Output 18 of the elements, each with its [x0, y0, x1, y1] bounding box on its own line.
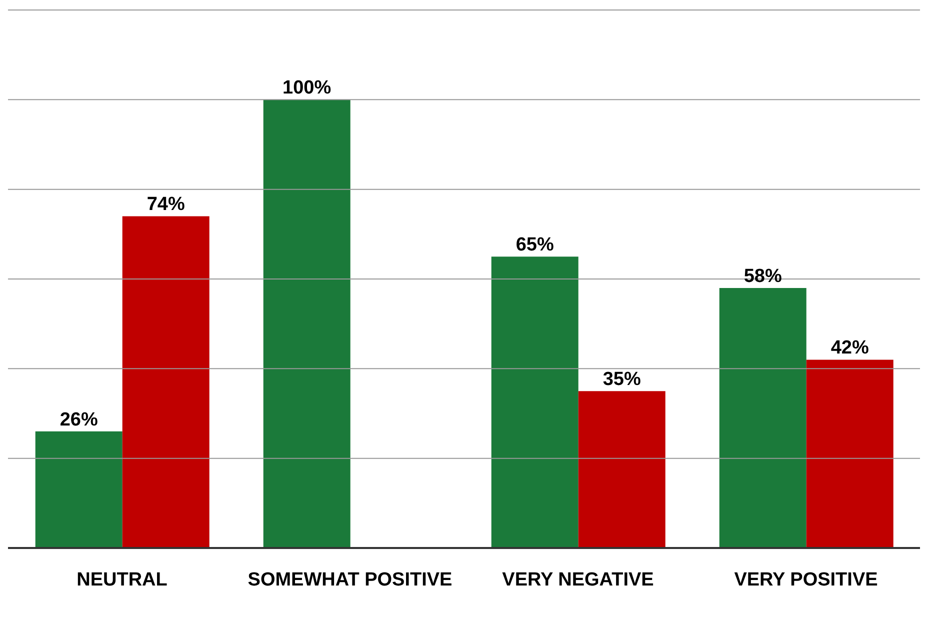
- data-label: 26%: [60, 409, 98, 430]
- bar: [263, 100, 350, 548]
- data-label: 58%: [744, 266, 782, 287]
- bar: [806, 360, 894, 548]
- bar: [719, 288, 806, 548]
- data-label: 35%: [602, 369, 641, 390]
- x-tick-label: NEUTRAL: [76, 569, 168, 590]
- data-label: 100%: [282, 78, 332, 99]
- x-tick-label: VERY NEGATIVE: [502, 569, 654, 590]
- data-label: 65%: [516, 234, 554, 256]
- x-tick-label: SOMEWHAT POSITIVE: [248, 569, 452, 590]
- data-label: 74%: [146, 194, 185, 216]
- bar: [491, 256, 578, 548]
- x-tick-label: VERY POSITIVE: [734, 569, 878, 590]
- bar: [35, 431, 122, 548]
- bar: [122, 216, 210, 548]
- bar: [578, 391, 666, 548]
- data-label: 42%: [830, 338, 869, 359]
